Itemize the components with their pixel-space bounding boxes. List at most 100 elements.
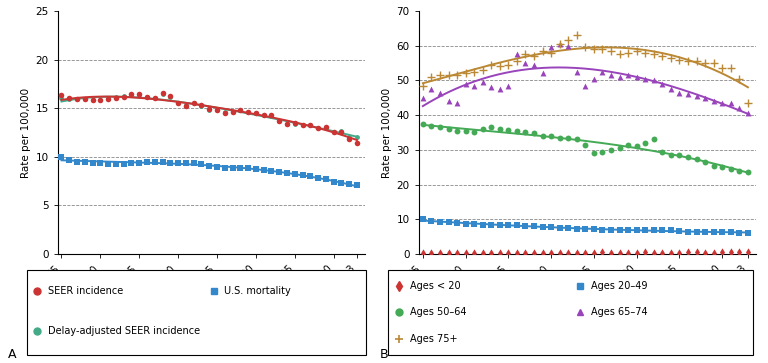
Point: [639, 76, 651, 82]
Point: [554, 41, 566, 47]
Point: [674, 152, 686, 158]
Point: [281, 121, 293, 127]
Point: [588, 150, 600, 156]
Point: [417, 250, 429, 256]
Point: [164, 160, 177, 166]
Point: [545, 44, 558, 50]
Point: [71, 97, 83, 102]
Point: [164, 95, 177, 101]
Point: [451, 250, 463, 256]
Point: [257, 112, 270, 118]
Point: [511, 250, 523, 256]
Point: [451, 128, 463, 134]
Point: [725, 166, 737, 172]
Point: [579, 142, 591, 148]
Point: [605, 227, 617, 233]
Point: [425, 250, 438, 256]
Point: [242, 166, 254, 171]
Point: [622, 227, 634, 233]
Point: [647, 52, 660, 57]
Point: [656, 81, 668, 87]
Point: [172, 160, 184, 166]
Point: [733, 105, 746, 111]
Point: [485, 223, 498, 228]
Point: [477, 250, 489, 256]
Point: [319, 125, 332, 131]
Point: [273, 118, 286, 124]
Point: [468, 69, 480, 75]
Point: [250, 110, 262, 116]
Point: [425, 123, 438, 129]
Point: [554, 250, 566, 256]
Point: [622, 250, 634, 256]
Point: [289, 121, 301, 127]
Point: [227, 109, 239, 115]
Point: [296, 172, 309, 178]
Point: [614, 227, 626, 233]
Point: [442, 219, 455, 225]
Point: [639, 249, 651, 255]
X-axis label: Year of diagnosis: Year of diagnosis: [544, 292, 631, 302]
Point: [631, 250, 643, 256]
Text: B: B: [380, 348, 389, 361]
Text: U.S. mortality: U.S. mortality: [224, 286, 291, 297]
Point: [554, 225, 566, 231]
Point: [55, 154, 68, 160]
Point: [674, 90, 686, 95]
Point: [631, 143, 643, 149]
Point: [699, 229, 711, 235]
Point: [87, 160, 99, 166]
Point: [528, 223, 540, 229]
Point: [110, 95, 122, 101]
Point: [425, 218, 438, 224]
Point: [511, 223, 523, 228]
Point: [211, 164, 223, 170]
Point: [699, 95, 711, 101]
Point: [451, 72, 463, 78]
Point: [327, 129, 339, 134]
Point: [71, 159, 83, 164]
Point: [596, 149, 608, 155]
Point: [219, 110, 231, 116]
Point: [425, 74, 438, 80]
Point: [742, 110, 754, 116]
Point: [699, 159, 711, 165]
Point: [257, 168, 270, 174]
Point: [639, 50, 651, 56]
Point: [442, 126, 455, 132]
Point: [716, 249, 728, 255]
Point: [647, 250, 660, 256]
Point: [528, 53, 540, 59]
Point: [351, 140, 363, 146]
Point: [596, 46, 608, 52]
Point: [494, 86, 506, 92]
Point: [682, 91, 694, 97]
Point: [639, 140, 651, 146]
Point: [511, 58, 523, 64]
Point: [519, 52, 531, 57]
Point: [78, 159, 91, 164]
Point: [682, 58, 694, 64]
Point: [219, 164, 231, 170]
Point: [289, 171, 301, 177]
Point: [699, 250, 711, 256]
Point: [451, 220, 463, 226]
Y-axis label: Rate per 100,000: Rate per 100,000: [382, 87, 392, 178]
Point: [434, 90, 446, 95]
Point: [528, 250, 540, 256]
Point: [588, 250, 600, 256]
Point: [647, 227, 660, 233]
Point: [690, 249, 703, 255]
Point: [494, 126, 506, 132]
Point: [682, 229, 694, 234]
Point: [588, 46, 600, 52]
Point: [674, 250, 686, 256]
Point: [110, 95, 122, 101]
Point: [554, 135, 566, 140]
Point: [265, 112, 277, 118]
Point: [289, 120, 301, 126]
Point: [502, 62, 515, 68]
Point: [343, 134, 356, 140]
Point: [281, 171, 293, 176]
Point: [707, 60, 720, 66]
